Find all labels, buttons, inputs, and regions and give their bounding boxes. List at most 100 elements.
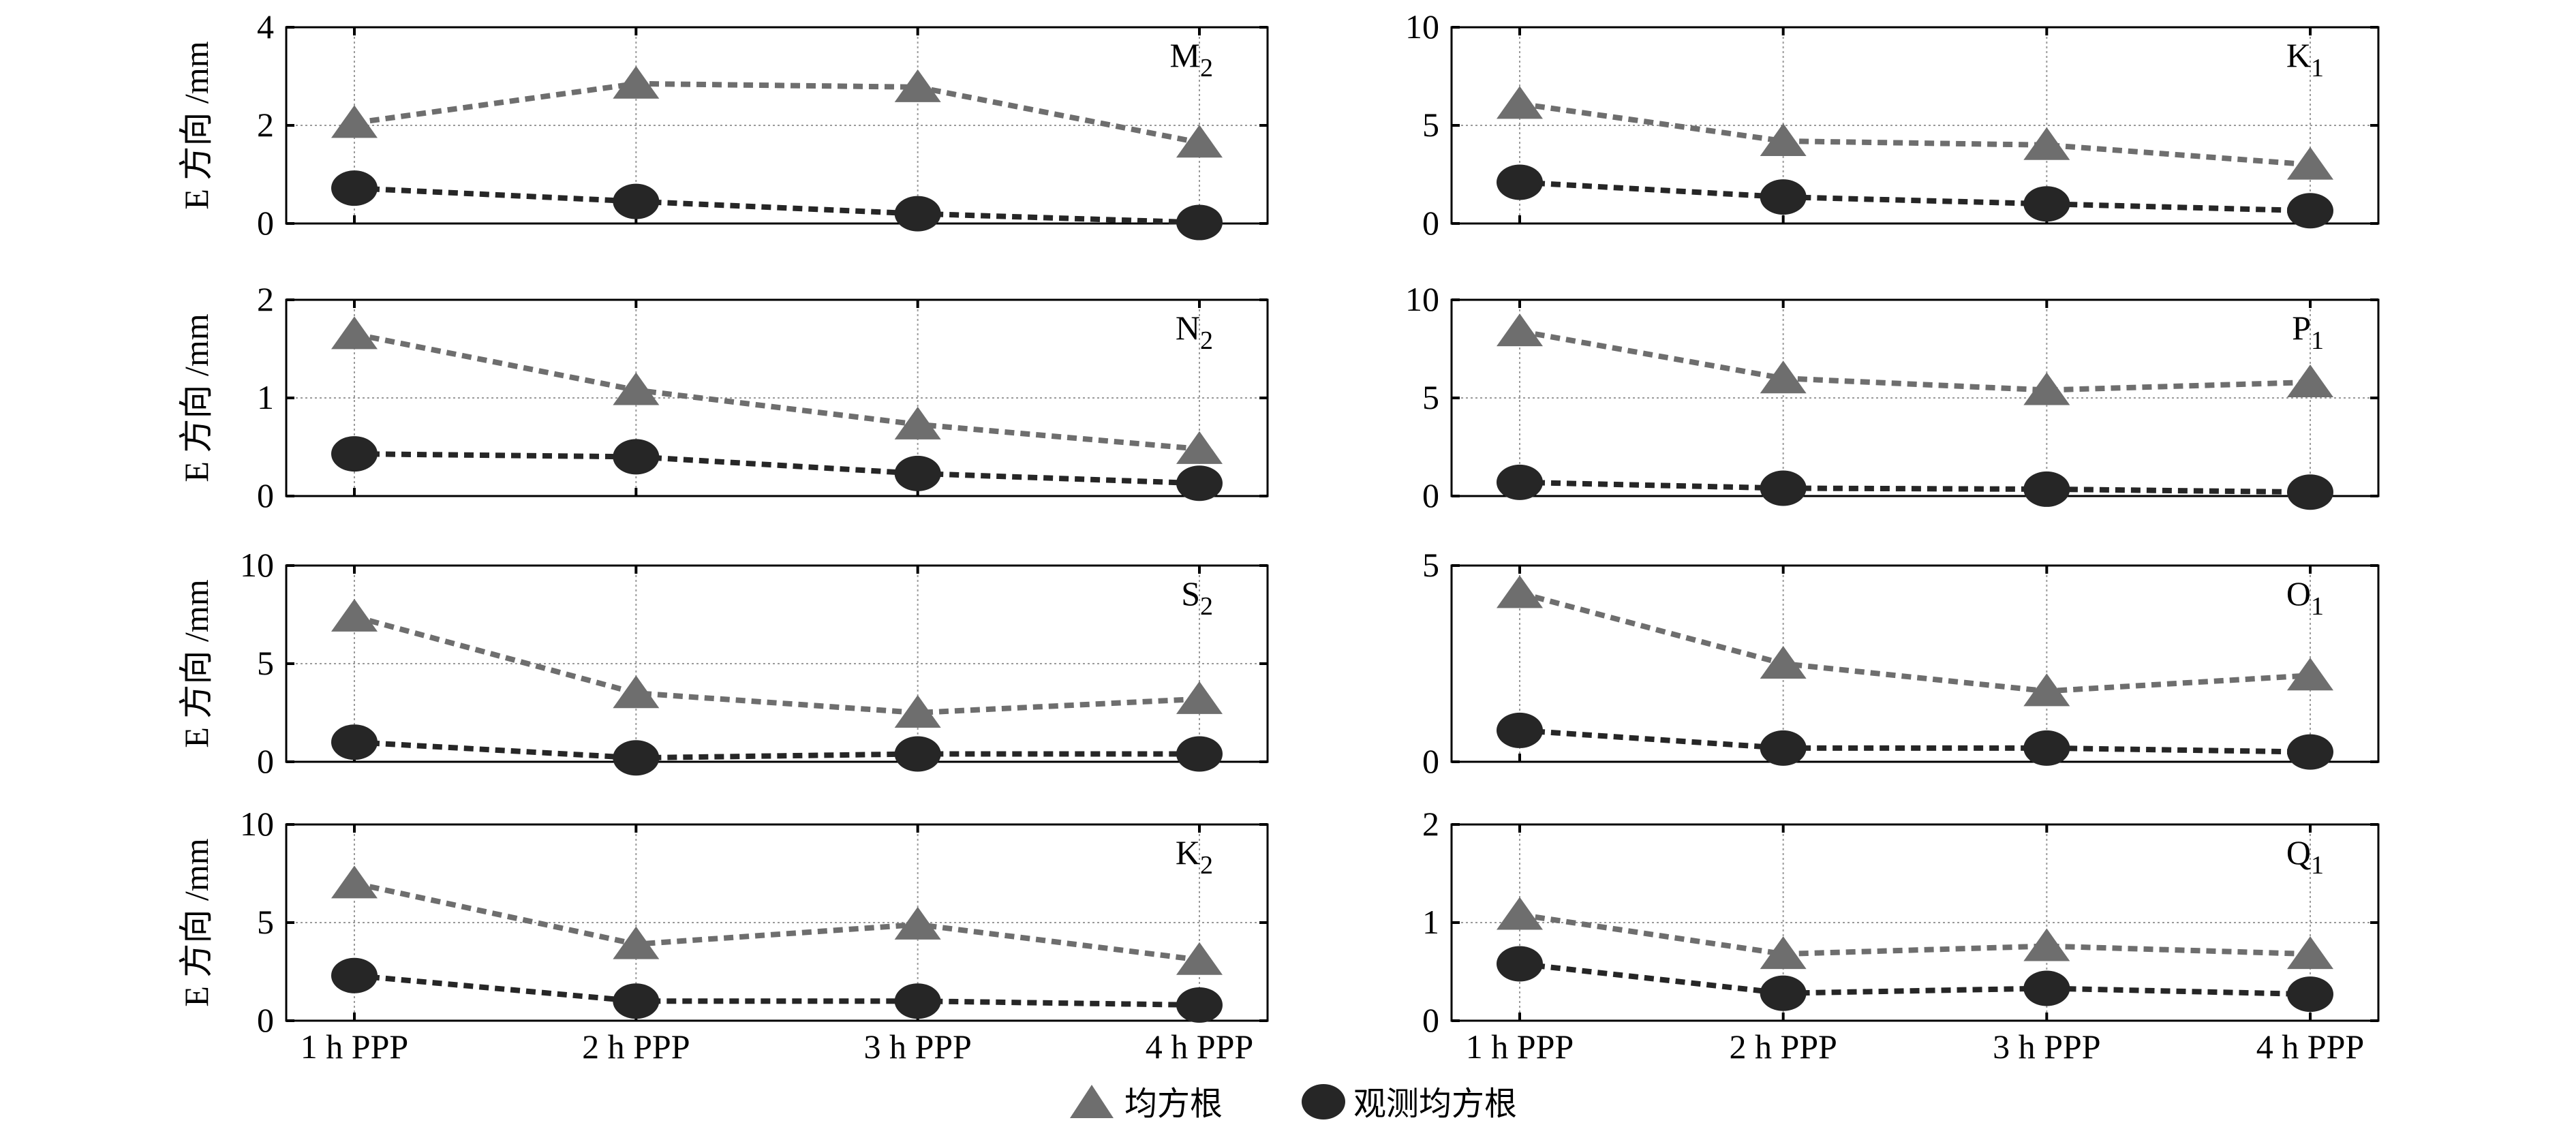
y-tick-label: 10 [240, 805, 274, 843]
data-point-obs-rms [2287, 474, 2333, 510]
data-point-rms [2023, 928, 2070, 961]
panel-label: K1 [2286, 36, 2324, 82]
y-tick-label: 5 [257, 903, 274, 941]
y-tick-label: 1 [1422, 903, 1439, 941]
data-point-rms [1760, 360, 1807, 394]
data-point-obs-rms [1760, 730, 1807, 766]
y-tick-label: 2 [257, 280, 274, 318]
data-point-rms [331, 105, 378, 138]
data-point-obs-rms [613, 740, 660, 776]
x-tick-label: 3 h PPP [1993, 1028, 2100, 1066]
y-tick-label: 10 [1405, 7, 1439, 46]
series-line-rms [1519, 912, 2311, 957]
x-tick-label: 3 h PPP [863, 1028, 971, 1066]
panel-label: K2 [1176, 833, 1213, 880]
data-point-obs-rms [613, 183, 660, 219]
y-tick-label: 2 [1422, 805, 1439, 843]
data-point-rms [1176, 942, 1223, 975]
panel-label-subscript: 2 [1200, 592, 1213, 621]
data-point-rms [2023, 673, 2070, 707]
data-point-obs-rms [331, 724, 378, 760]
legend-label-rms: 均方根 [1124, 1085, 1223, 1123]
data-point-rms [894, 406, 941, 439]
y-tick-label: 0 [1422, 204, 1439, 242]
y-tick-label: 4 [257, 7, 274, 46]
legend-label-obs-rms: 观测均方根 [1353, 1085, 1517, 1123]
panel-label-main: Q [2286, 833, 2311, 871]
data-point-rms [1760, 123, 1807, 157]
data-point-obs-rms [1176, 465, 1223, 501]
y-tick-label: 0 [1422, 476, 1439, 514]
data-point-rms [2287, 936, 2333, 970]
data-point-obs-rms [1760, 179, 1807, 215]
panel-label-main: M [1170, 36, 1200, 74]
y-axis-label: E 方向 /mm [177, 838, 215, 1006]
y-tick-label: 10 [1405, 280, 1439, 318]
data-point-obs-rms [894, 983, 941, 1019]
data-point-obs-rms [1176, 204, 1223, 241]
panel-label-main: N [1176, 309, 1200, 347]
y-tick-label: 5 [1422, 546, 1439, 584]
data-point-rms [613, 372, 660, 405]
data-point-obs-rms [613, 439, 660, 475]
plot-frame [285, 298, 1269, 497]
data-point-obs-rms [2023, 730, 2070, 766]
data-point-rms [1497, 575, 1543, 608]
panel-label-subscript: 2 [1200, 851, 1213, 880]
panel-label-subscript: 2 [1200, 54, 1213, 82]
data-point-obs-rms [2023, 186, 2070, 222]
y-tick-label: 10 [240, 546, 274, 584]
data-point-obs-rms [2287, 193, 2333, 229]
series-line-rms [1519, 328, 2311, 393]
data-point-rms [1176, 681, 1223, 714]
data-point-obs-rms [331, 436, 378, 472]
panel-label: O1 [2286, 574, 2324, 621]
data-point-rms [1497, 313, 1543, 347]
series-line-rms [354, 80, 1200, 146]
panel-label-main: S [1181, 574, 1200, 613]
legend: 均方根 观测均方根 [1070, 1084, 1517, 1123]
data-point-obs-rms [1176, 987, 1223, 1023]
y-tick-label: 0 [257, 476, 274, 514]
data-point-rms [1176, 125, 1223, 158]
panel-label: P1 [2292, 309, 2324, 355]
y-tick-label: 0 [257, 204, 274, 242]
series-line-obs-rms [1519, 479, 2311, 495]
data-point-obs-rms [1760, 975, 1807, 1011]
x-tick-label: 2 h PPP [1729, 1028, 1837, 1066]
x-tick-label: 4 h PPP [2256, 1028, 2364, 1066]
chart-panel-7: 0 5 10 1 h PPP 2 h PPP 3 h PPP 4 h PPP E 方向 /mm… [177, 805, 1269, 1066]
panel-label-subscript: 1 [2311, 592, 2324, 621]
data-point-rms [894, 906, 941, 940]
series-line-rms [353, 614, 1200, 716]
x-tick-label: 1 h PPP [1466, 1028, 1574, 1066]
panel-label-main: K [2286, 36, 2311, 74]
data-point-obs-rms [2023, 970, 2070, 1006]
x-tick-label: 1 h PPP [301, 1028, 408, 1066]
chart-panel-8: 0 1 2 1 h PPP 2 h PPP 3 h PPP 4 h PPP Q1 [1422, 805, 2380, 1066]
series-line-obs-rms [354, 739, 1199, 761]
y-tick-label: 0 [1422, 1001, 1439, 1039]
panel-label: M2 [1170, 36, 1213, 82]
chart-panel-6: 0 5 O1 [1422, 546, 2380, 780]
y-axis-label: E 方向 /mm [177, 41, 215, 209]
panel-label: Q1 [2286, 833, 2324, 880]
legend-circle-marker [1302, 1084, 1345, 1120]
data-point-rms [2287, 364, 2333, 397]
chart-panel-4: 0 5 10 P1 [1405, 280, 2380, 514]
data-point-obs-rms [1760, 470, 1807, 506]
data-point-rms [1760, 646, 1807, 679]
data-point-obs-rms [2287, 734, 2333, 770]
panel-label-subscript: 1 [2311, 54, 2324, 82]
legend-triangle-marker [1070, 1085, 1114, 1118]
series-line-obs-rms [1519, 727, 2311, 755]
panel-label-main: P [2292, 309, 2311, 347]
y-axis-label: E 方向 /mm [177, 313, 215, 482]
panel-label-subscript: 2 [1200, 326, 1213, 355]
data-point-obs-rms [1497, 464, 1543, 500]
data-point-obs-rms [331, 957, 378, 993]
data-point-obs-rms [2023, 471, 2070, 507]
data-point-rms [1176, 431, 1223, 464]
